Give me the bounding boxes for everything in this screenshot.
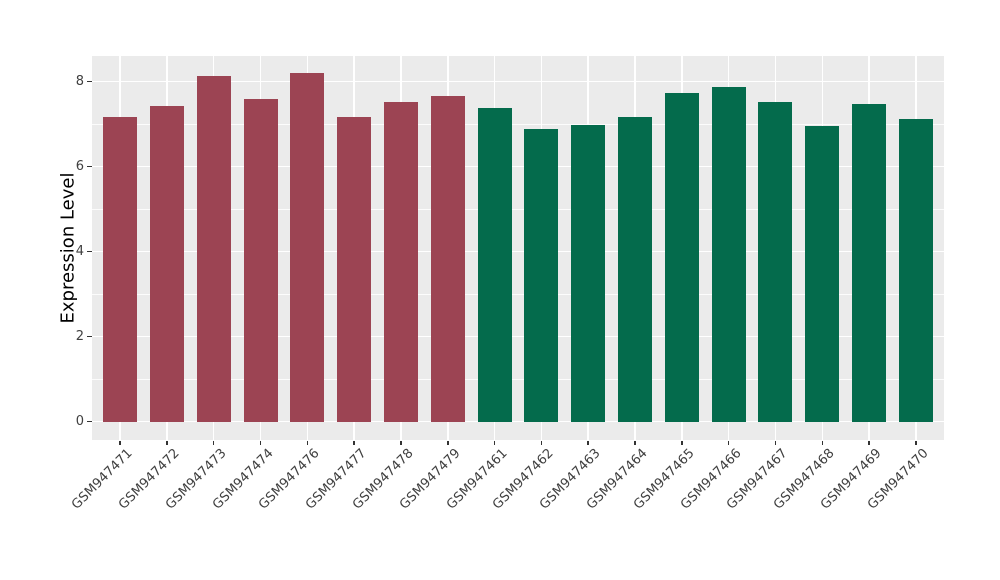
major-gridline [92,165,944,168]
x-tick-mark [166,440,168,445]
y-tick-mark [87,80,92,83]
x-tick-mark [634,440,636,445]
y-tick-label: 6 [75,159,84,175]
x-tick-mark [540,440,543,445]
y-tick-label: 2 [75,329,84,345]
x-tick-mark [868,440,870,445]
major-gridline [92,335,944,338]
x-tick-mark [727,440,730,445]
plot-panel [92,56,944,440]
bar-GSM947469 [852,104,887,422]
x-tick-mark [587,440,589,445]
major-gridline [92,420,944,423]
bar-GSM947465 [664,93,699,422]
x-tick-mark [681,440,683,445]
y-tick-label: 0 [75,414,84,430]
x-tick-mark [774,440,777,445]
bar-GSM947466 [711,86,746,422]
x-tick-mark [447,440,449,445]
bar-GSM947478 [383,102,418,422]
x-tick-mark [212,440,215,445]
bar-GSM947464 [618,116,653,422]
y-axis-title: Expression Level [57,172,79,324]
minor-gridline [92,123,944,125]
y-tick-mark [87,420,92,423]
x-tick-mark [119,440,121,445]
x-tick-mark [400,440,402,445]
x-tick-mark [821,440,824,445]
x-tick-mark [493,440,496,445]
minor-gridline [92,378,944,380]
bar-GSM947468 [805,125,840,422]
x-tick-mark [353,440,355,445]
minor-gridline [92,208,944,210]
bar-GSM947477 [337,117,372,422]
bar-GSM947476 [290,73,325,422]
bar-GSM947471 [103,117,138,422]
bar-GSM947473 [196,75,231,422]
x-tick-mark [306,440,309,445]
bar-GSM947461 [477,107,512,422]
bar-GSM947467 [758,101,793,422]
bar-GSM947462 [524,129,559,422]
major-gridline [92,80,944,83]
bar-GSM947472 [149,106,184,422]
bar-GSM947470 [898,118,933,422]
y-tick-label: 8 [75,74,84,89]
bar-GSM947479 [430,95,465,422]
bar-GSM947474 [243,99,278,422]
y-tick-label: 4 [75,244,84,260]
bar-GSM947463 [571,125,606,422]
x-tick-mark [259,440,262,445]
y-tick-mark [87,335,92,338]
y-tick-mark [87,250,92,253]
minor-gridline [92,293,944,295]
y-tick-mark [87,165,92,168]
major-gridline [92,250,944,253]
x-tick-mark [915,440,917,445]
